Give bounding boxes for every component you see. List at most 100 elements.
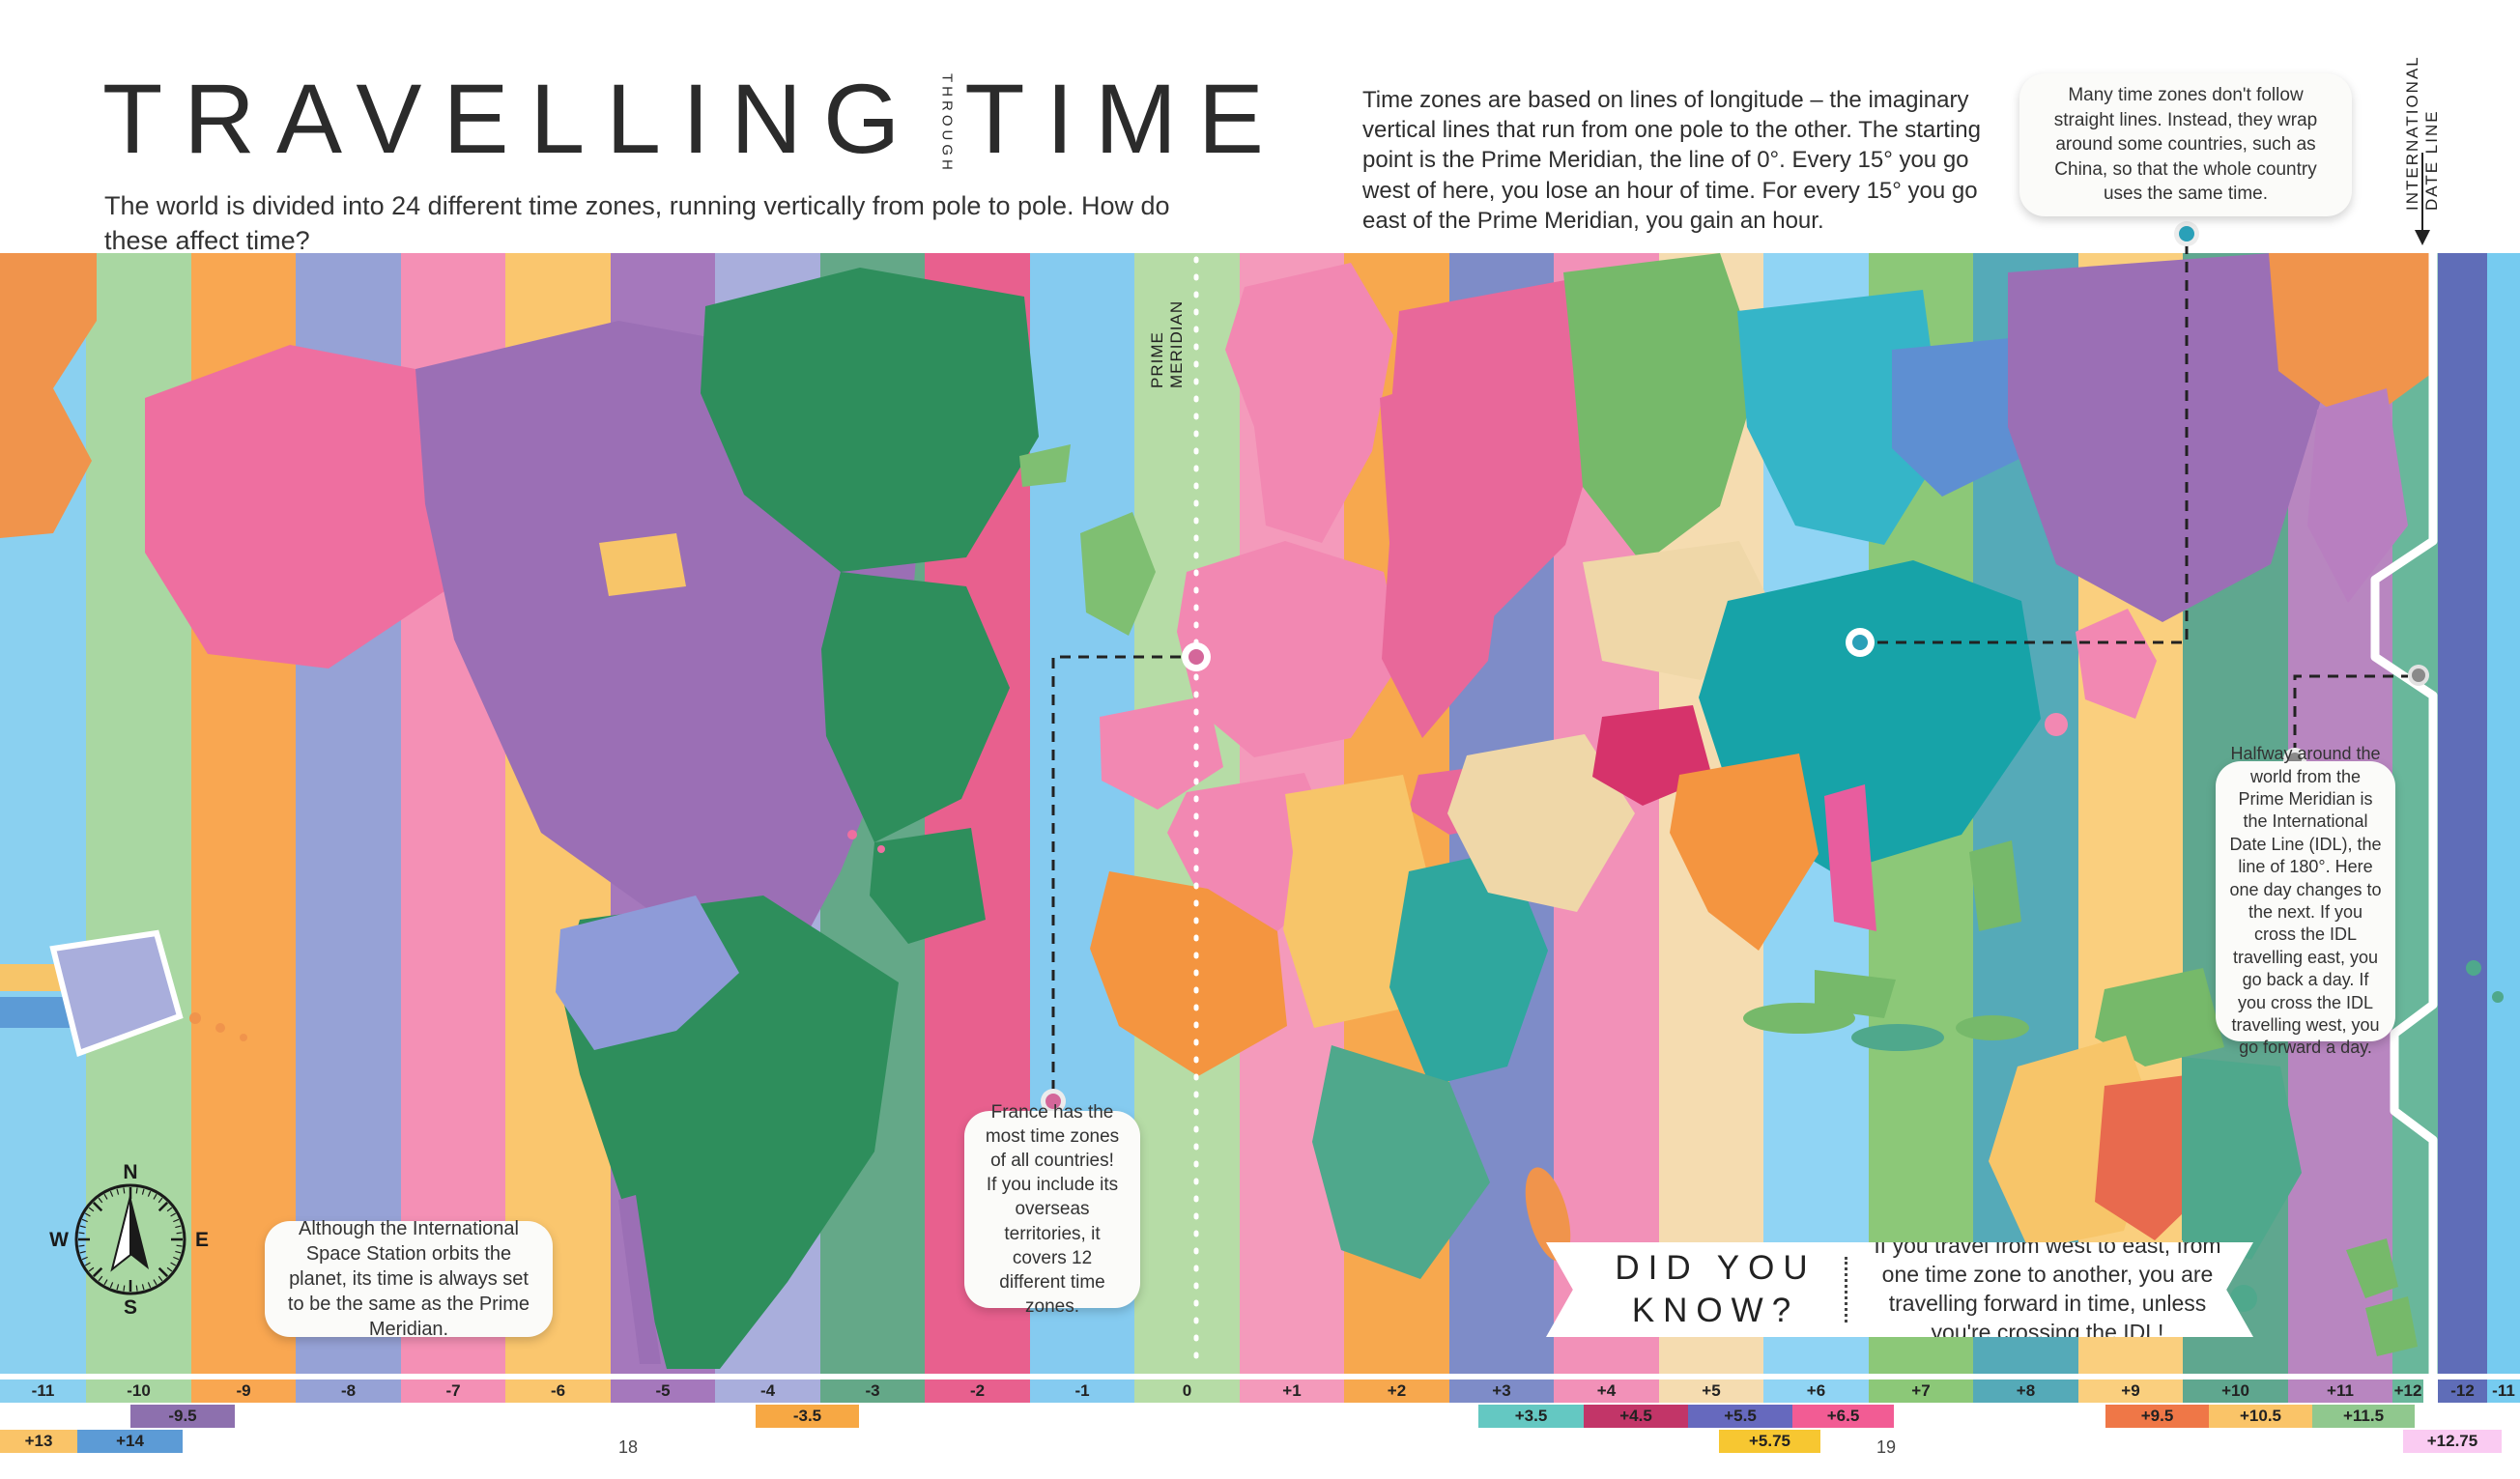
callout-china: Many time zones don't follow straight li… <box>2019 73 2352 216</box>
timezone-scale-segment: +3 <box>1449 1379 1554 1403</box>
timezone-scale-segment: -9.5 <box>130 1405 235 1428</box>
did-you-know-line1: DID YOU <box>1615 1249 1817 1288</box>
landmass-india <box>1670 754 1818 951</box>
landmass-vietnam <box>1824 784 1876 931</box>
timezone-scale-segment: -12 <box>2438 1379 2487 1403</box>
landmass-arabia <box>1447 734 1635 912</box>
timezone-scale-segment: +5.75 <box>1719 1430 1820 1453</box>
timezone-scale-segment: +14 <box>77 1430 183 1453</box>
world-timezone-map <box>0 253 2520 1374</box>
timezone-scale-segment: +4.5 <box>1584 1405 1688 1428</box>
timezone-scale-segment: -6 <box>505 1379 611 1403</box>
timezone-scale-segment: +13 <box>0 1430 77 1453</box>
timezone-scale-segment: -9 <box>191 1379 296 1403</box>
landmass-hawaii <box>240 1034 247 1041</box>
timezone-scale-segment: +9.5 <box>2105 1405 2209 1428</box>
landmass-greenland <box>701 268 1039 572</box>
timezone-scale-segment: -5 <box>611 1379 715 1403</box>
landmass-hawaii <box>189 1012 201 1024</box>
did-you-know-line2: KNOW? <box>1631 1292 1800 1329</box>
timezone-scale-segment: +6 <box>1763 1379 1869 1403</box>
landmass-russia-west <box>1389 280 1606 622</box>
timezone-scale-main: -11 -10 -9 -8 -7 -6 -5 -4 -3 -2 -1 0 +1 +2 +3 +4 +5 +6 +7 +… <box>0 1379 2520 1403</box>
landmass-russia-central <box>1563 253 1761 564</box>
timezone-scale-segment: +1 <box>1240 1379 1344 1403</box>
page-number-right: 19 <box>1876 1437 1897 1457</box>
callout-iss: Although the International Space Station… <box>265 1218 553 1340</box>
timezone-scale-segment: -2 <box>925 1379 1030 1403</box>
landmass-malaysia <box>1815 970 1896 1018</box>
landmass-new-zealand-south <box>2365 1296 2418 1356</box>
landmass-caribbean <box>847 830 857 839</box>
did-you-know-text: If you travel from west to east, from on… <box>1874 1233 2221 1345</box>
callout-france-text: France has the most time zones of all co… <box>985 1102 1120 1317</box>
callout-china-text: Many time zones don't follow straight li… <box>2053 84 2318 205</box>
idl-arrow-head <box>2415 230 2430 245</box>
landmass-uk <box>1080 512 1156 636</box>
landmass-tasmania <box>2230 1285 2257 1312</box>
did-you-know-banner: DID YOU KNOW? If you travel from west to… <box>1546 1242 2253 1337</box>
timezone-scale-segment: +6.5 <box>1792 1405 1894 1428</box>
timezone-scale-extra-offsets: +13 +14 +5.75 +12.75 <box>0 1430 2520 1453</box>
title-time: TIME <box>964 64 1285 174</box>
landmass-us-east <box>870 828 986 944</box>
timezone-scale-segment: +4 <box>1554 1379 1659 1403</box>
timezone-scale-segment: +11 <box>2288 1379 2392 1403</box>
callout-france: France has the most time zones of all co… <box>964 1102 1140 1317</box>
landmass-australia-east <box>2182 1057 2302 1260</box>
callout-idl-text: Halfway around the world from the Prime … <box>2229 744 2382 1058</box>
landmass-indonesia <box>1743 1003 1855 1034</box>
page-subtitle: The world is divided into 24 different t… <box>104 191 1170 255</box>
landmass-chile <box>618 1195 661 1364</box>
landmass-chukotka-west <box>0 253 97 538</box>
timezone-scale-segment: +10.5 <box>2209 1405 2312 1428</box>
landmass-canada-east <box>821 572 1010 842</box>
international-date-line <box>2370 253 2438 1374</box>
landmass-chukotka-east <box>2269 253 2435 429</box>
timezone-stripe <box>2438 253 2487 1374</box>
landmass-indonesia <box>1851 1024 1944 1051</box>
timezone-scale-segment: +5 <box>1659 1379 1763 1403</box>
china-callout-dot-ring <box>2174 221 2199 246</box>
title-travelling: TRAVELLING <box>102 64 922 174</box>
intro-paragraph: Time zones are based on lines of longitu… <box>1362 87 1981 234</box>
landmass-fiji <box>2492 991 2504 1003</box>
timezone-scale-segment: +12.75 <box>2403 1430 2502 1453</box>
timezone-scale-segment: +3.5 <box>1478 1405 1584 1428</box>
timezone-scale-segment: +2 <box>1344 1379 1449 1403</box>
timezone-stripe <box>2392 253 2423 1374</box>
timezone-scale-segment: -3.5 <box>756 1405 859 1428</box>
timezone-scale-segment: -8 <box>296 1379 401 1403</box>
landmass-fiji <box>2466 960 2481 976</box>
timezone-scale-segment: +9 <box>2078 1379 2183 1403</box>
timezone-scale-segment: -11 <box>2487 1379 2520 1403</box>
timezone-scale-segment: -7 <box>401 1379 505 1403</box>
timezone-scale-segment: +7 <box>1869 1379 1973 1403</box>
callout-iss-text: Although the International Space Station… <box>287 1218 530 1340</box>
landmass-japan-south <box>2045 713 2068 736</box>
timezone-scale-segment: +11.5 <box>2312 1405 2415 1428</box>
landmass-andes-north <box>556 896 739 1050</box>
prime-meridian-label: PRIME MERIDIAN <box>1148 299 1186 388</box>
landmass-kamchatka <box>2307 388 2408 603</box>
timezone-scale-segment: -1 <box>1030 1379 1134 1403</box>
did-you-know-heading: DID YOU KNOW? <box>1592 1247 1839 1332</box>
title-through: THROUGH <box>938 73 956 174</box>
landmass-new-zealand-north <box>2346 1238 2398 1298</box>
international-date-line-label: INTERNATIONAL DATE LINE <box>2403 55 2441 211</box>
landmass-europe-central <box>1177 541 1403 757</box>
timezone-scale-segment: +8 <box>1973 1379 2078 1403</box>
timezone-scale-half-offsets: -9.5 -3.5 +3.5 +4.5 +5.5 +6.5 +9.5 +10.5 +11.5 <box>0 1405 2520 1428</box>
did-you-know-divider <box>1845 1257 1847 1323</box>
timezone-scale-segment: +10 <box>2183 1379 2288 1403</box>
page-title: TRAVELLING THROUGH TIME <box>102 64 1285 174</box>
timezone-scale-segment: +12 <box>2392 1379 2423 1403</box>
timezone-scale-segment: -11 <box>0 1379 86 1403</box>
landmass-caribbean <box>877 845 885 853</box>
timezone-scale-segment: +5.5 <box>1688 1405 1792 1428</box>
landmass-hawaii <box>215 1023 225 1033</box>
landmass-iceland <box>1019 444 1071 487</box>
timezone-stripe <box>2487 253 2520 1374</box>
china-callout-dot <box>2179 226 2194 242</box>
